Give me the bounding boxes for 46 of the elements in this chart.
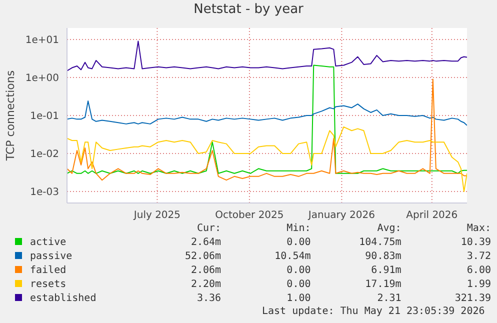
text: Cur: [196, 222, 222, 236]
x-tick-label: July 2025 [132, 210, 181, 222]
text: 104.75m [358, 236, 402, 250]
text: 6.91m [370, 264, 402, 278]
legend-label: failed [29, 264, 68, 278]
y-tick-label: 1e-03 [30, 187, 59, 198]
line-series [67, 64, 467, 174]
text: 2.06m [190, 264, 222, 278]
line-series [67, 78, 467, 181]
y-axis-title: TCP connections [4, 70, 17, 162]
chart-title: Netstat - by year [192, 2, 304, 17]
text: 0.00 [286, 278, 312, 292]
line-series [67, 100, 467, 126]
x-tick-label: April 2026 [406, 210, 458, 222]
text: Min: [286, 222, 312, 236]
x-tick-label: January 2026 [307, 210, 375, 222]
y-tick-label: 1e-01 [30, 111, 59, 122]
text: Avg: [376, 222, 402, 236]
y-tick-label: 1e+01 [25, 34, 59, 46]
y-tick-label: 1e+00 [25, 73, 59, 84]
text: 1.99 [466, 278, 492, 292]
y-tick-label: 1e-02 [30, 149, 59, 160]
text: 0.00 [286, 236, 312, 250]
text: 1.00 [286, 292, 312, 306]
text: Max: [466, 222, 492, 236]
text: 3.72 [466, 250, 492, 264]
text: 90.83m [364, 250, 402, 264]
x-tick-label: October 2025 [215, 210, 284, 222]
text: 0.00 [286, 264, 312, 278]
line-series [67, 40, 467, 72]
text: 10.39 [460, 236, 492, 250]
text: 52.06m [184, 250, 222, 264]
text: 2.31 [376, 292, 402, 306]
legend-label: resets [29, 278, 68, 292]
text: 17.19m [364, 278, 402, 292]
text: 2.64m [190, 236, 222, 250]
text: 10.54m [274, 250, 312, 264]
line-series [67, 126, 467, 192]
text: 2.20m [190, 278, 222, 292]
legend-label: passive [29, 250, 74, 264]
text: 3.36 [196, 292, 222, 306]
text: Last update: Thu May 21 23:05:39 2026 [262, 306, 485, 317]
text: 6.00 [466, 264, 492, 278]
text: 321.39 [454, 292, 492, 306]
legend-label: established [29, 292, 98, 306]
legend-label: active [29, 236, 68, 250]
